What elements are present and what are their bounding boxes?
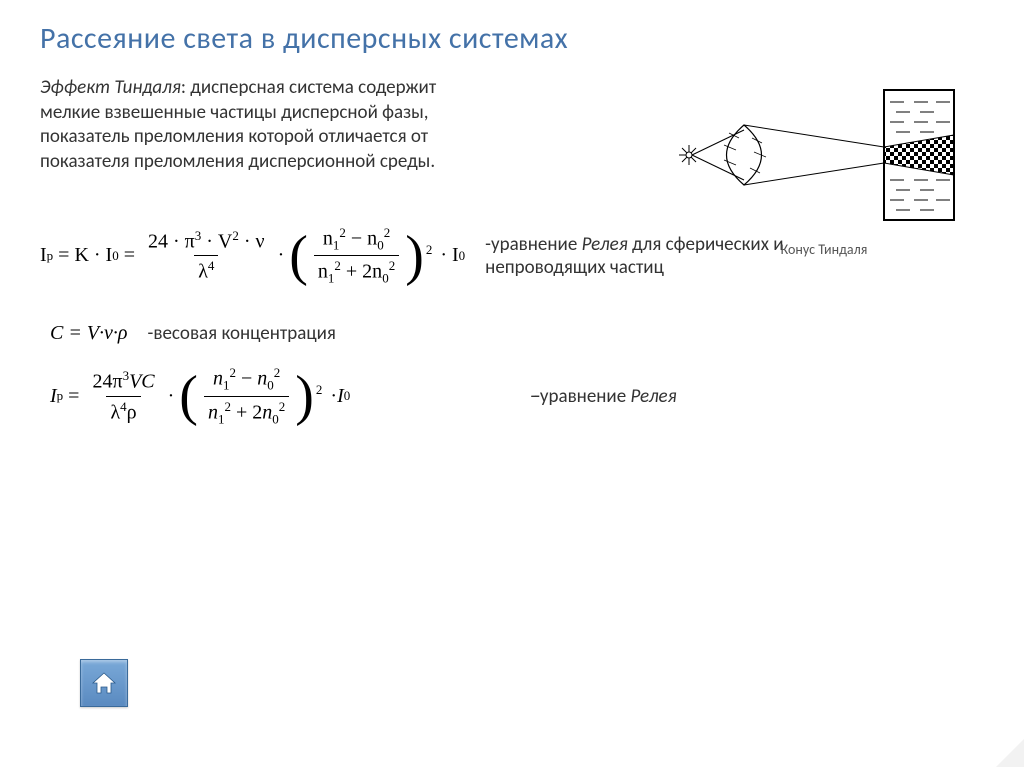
intro-paragraph: Эффект Тиндаля: дисперсная система содер… bbox=[40, 76, 500, 175]
formula3-label: --уравнение Релея bbox=[530, 385, 676, 408]
slide-title: Рассеяние света в дисперсных системах bbox=[40, 20, 984, 57]
home-icon bbox=[90, 669, 118, 697]
formula2-label: -весовая концентрация bbox=[148, 322, 336, 345]
corner-decoration bbox=[996, 739, 1024, 767]
formula-weight-concentration: C = V·ν·ρ bbox=[50, 322, 128, 345]
home-button[interactable] bbox=[80, 659, 128, 707]
tyndall-diagram: Конус Тиндаля bbox=[674, 80, 974, 258]
formula-rayleigh-spherical: Ip = K · I0 = 24 · π3 · V2 · ν λ4 · n12 … bbox=[40, 225, 465, 287]
diagram-caption: Конус Тиндаля bbox=[674, 241, 974, 258]
lead-term: Эффект Тиндаля bbox=[40, 76, 181, 99]
formula-rayleigh: Ip = 24π3VC λ4ρ · n12 − n02 n12 + 2n02 ·… bbox=[50, 365, 350, 427]
